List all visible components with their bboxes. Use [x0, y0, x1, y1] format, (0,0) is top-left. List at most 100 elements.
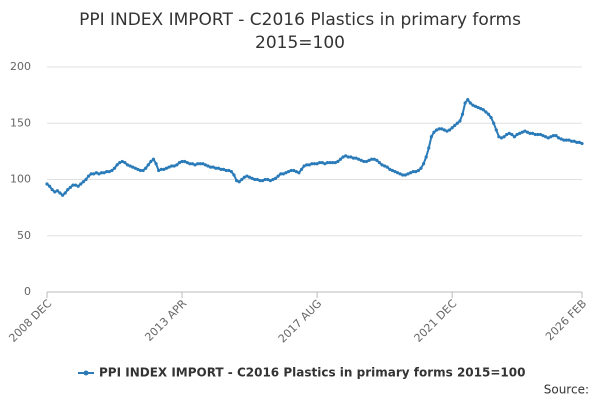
point — [380, 163, 384, 167]
point — [359, 158, 363, 162]
point — [357, 157, 361, 161]
point — [494, 128, 498, 132]
point — [549, 135, 553, 139]
point — [242, 175, 246, 179]
point — [185, 161, 189, 165]
point — [507, 131, 511, 135]
point — [292, 168, 296, 173]
point — [411, 170, 415, 174]
point — [481, 108, 485, 112]
point — [333, 161, 337, 165]
point — [271, 177, 275, 182]
point — [297, 171, 301, 175]
point — [388, 167, 392, 171]
point — [554, 134, 558, 138]
point — [247, 175, 252, 179]
point — [151, 157, 156, 161]
point — [302, 164, 306, 168]
point — [79, 182, 83, 186]
point — [312, 162, 317, 166]
point — [432, 130, 436, 134]
point — [203, 163, 208, 167]
x-tick-label: 2008 DEC — [6, 297, 54, 345]
point — [492, 121, 496, 125]
point — [172, 164, 176, 168]
point — [128, 164, 132, 168]
point — [341, 155, 345, 159]
point — [528, 131, 532, 135]
point — [398, 172, 402, 176]
point — [559, 137, 563, 141]
point — [258, 179, 262, 183]
point — [224, 168, 228, 173]
point — [305, 163, 309, 167]
point — [138, 168, 143, 173]
point — [81, 180, 85, 184]
point — [536, 132, 540, 137]
point — [466, 98, 470, 102]
point — [307, 163, 311, 167]
point — [349, 155, 353, 159]
point — [279, 172, 283, 176]
point — [351, 156, 356, 160]
point — [112, 166, 117, 170]
point — [299, 167, 304, 171]
point — [164, 166, 169, 170]
x-tick-label: 2013 APR — [142, 297, 189, 344]
y-tick-label: 200 — [10, 60, 31, 73]
point — [515, 132, 519, 137]
point — [260, 179, 265, 183]
point — [107, 170, 111, 174]
point — [123, 161, 127, 165]
point — [198, 162, 202, 166]
legend-label: PPI INDEX IMPORT - C2016 Plastics in pri… — [99, 366, 525, 380]
point — [385, 165, 389, 169]
point — [50, 188, 54, 192]
y-tick-label: 150 — [10, 116, 31, 129]
chart-title: 2015=100 — [255, 33, 345, 53]
point — [268, 179, 272, 183]
point — [414, 170, 418, 174]
chart-title: PPI INDEX IMPORT - C2016 Plastics in pri… — [79, 10, 521, 30]
point — [486, 112, 491, 116]
point — [544, 135, 548, 139]
point — [502, 135, 506, 139]
point — [567, 138, 571, 142]
point — [393, 170, 397, 174]
point — [525, 130, 530, 134]
point — [429, 135, 433, 139]
point — [141, 168, 145, 173]
point — [427, 146, 431, 150]
point — [222, 167, 226, 171]
point — [499, 136, 504, 140]
point — [162, 167, 166, 171]
point — [463, 101, 467, 105]
point — [323, 162, 327, 166]
point — [73, 183, 78, 187]
x-tick-label: 2026 FEB — [543, 297, 589, 343]
point — [471, 103, 475, 107]
point — [416, 168, 420, 173]
point — [263, 177, 267, 182]
point — [110, 168, 114, 173]
point — [76, 184, 80, 188]
point — [157, 168, 161, 173]
point — [497, 135, 501, 139]
point — [229, 170, 233, 174]
point — [460, 112, 465, 116]
point — [118, 161, 122, 165]
point — [473, 104, 478, 108]
source: Source: — [544, 383, 589, 397]
point — [206, 164, 210, 168]
point — [219, 167, 223, 171]
point — [489, 116, 493, 120]
point — [320, 161, 324, 165]
point — [421, 162, 426, 166]
point — [286, 170, 291, 174]
point — [364, 159, 369, 164]
point — [68, 185, 72, 189]
point — [133, 166, 137, 170]
point — [276, 174, 280, 178]
point — [86, 174, 91, 178]
point — [331, 161, 335, 165]
